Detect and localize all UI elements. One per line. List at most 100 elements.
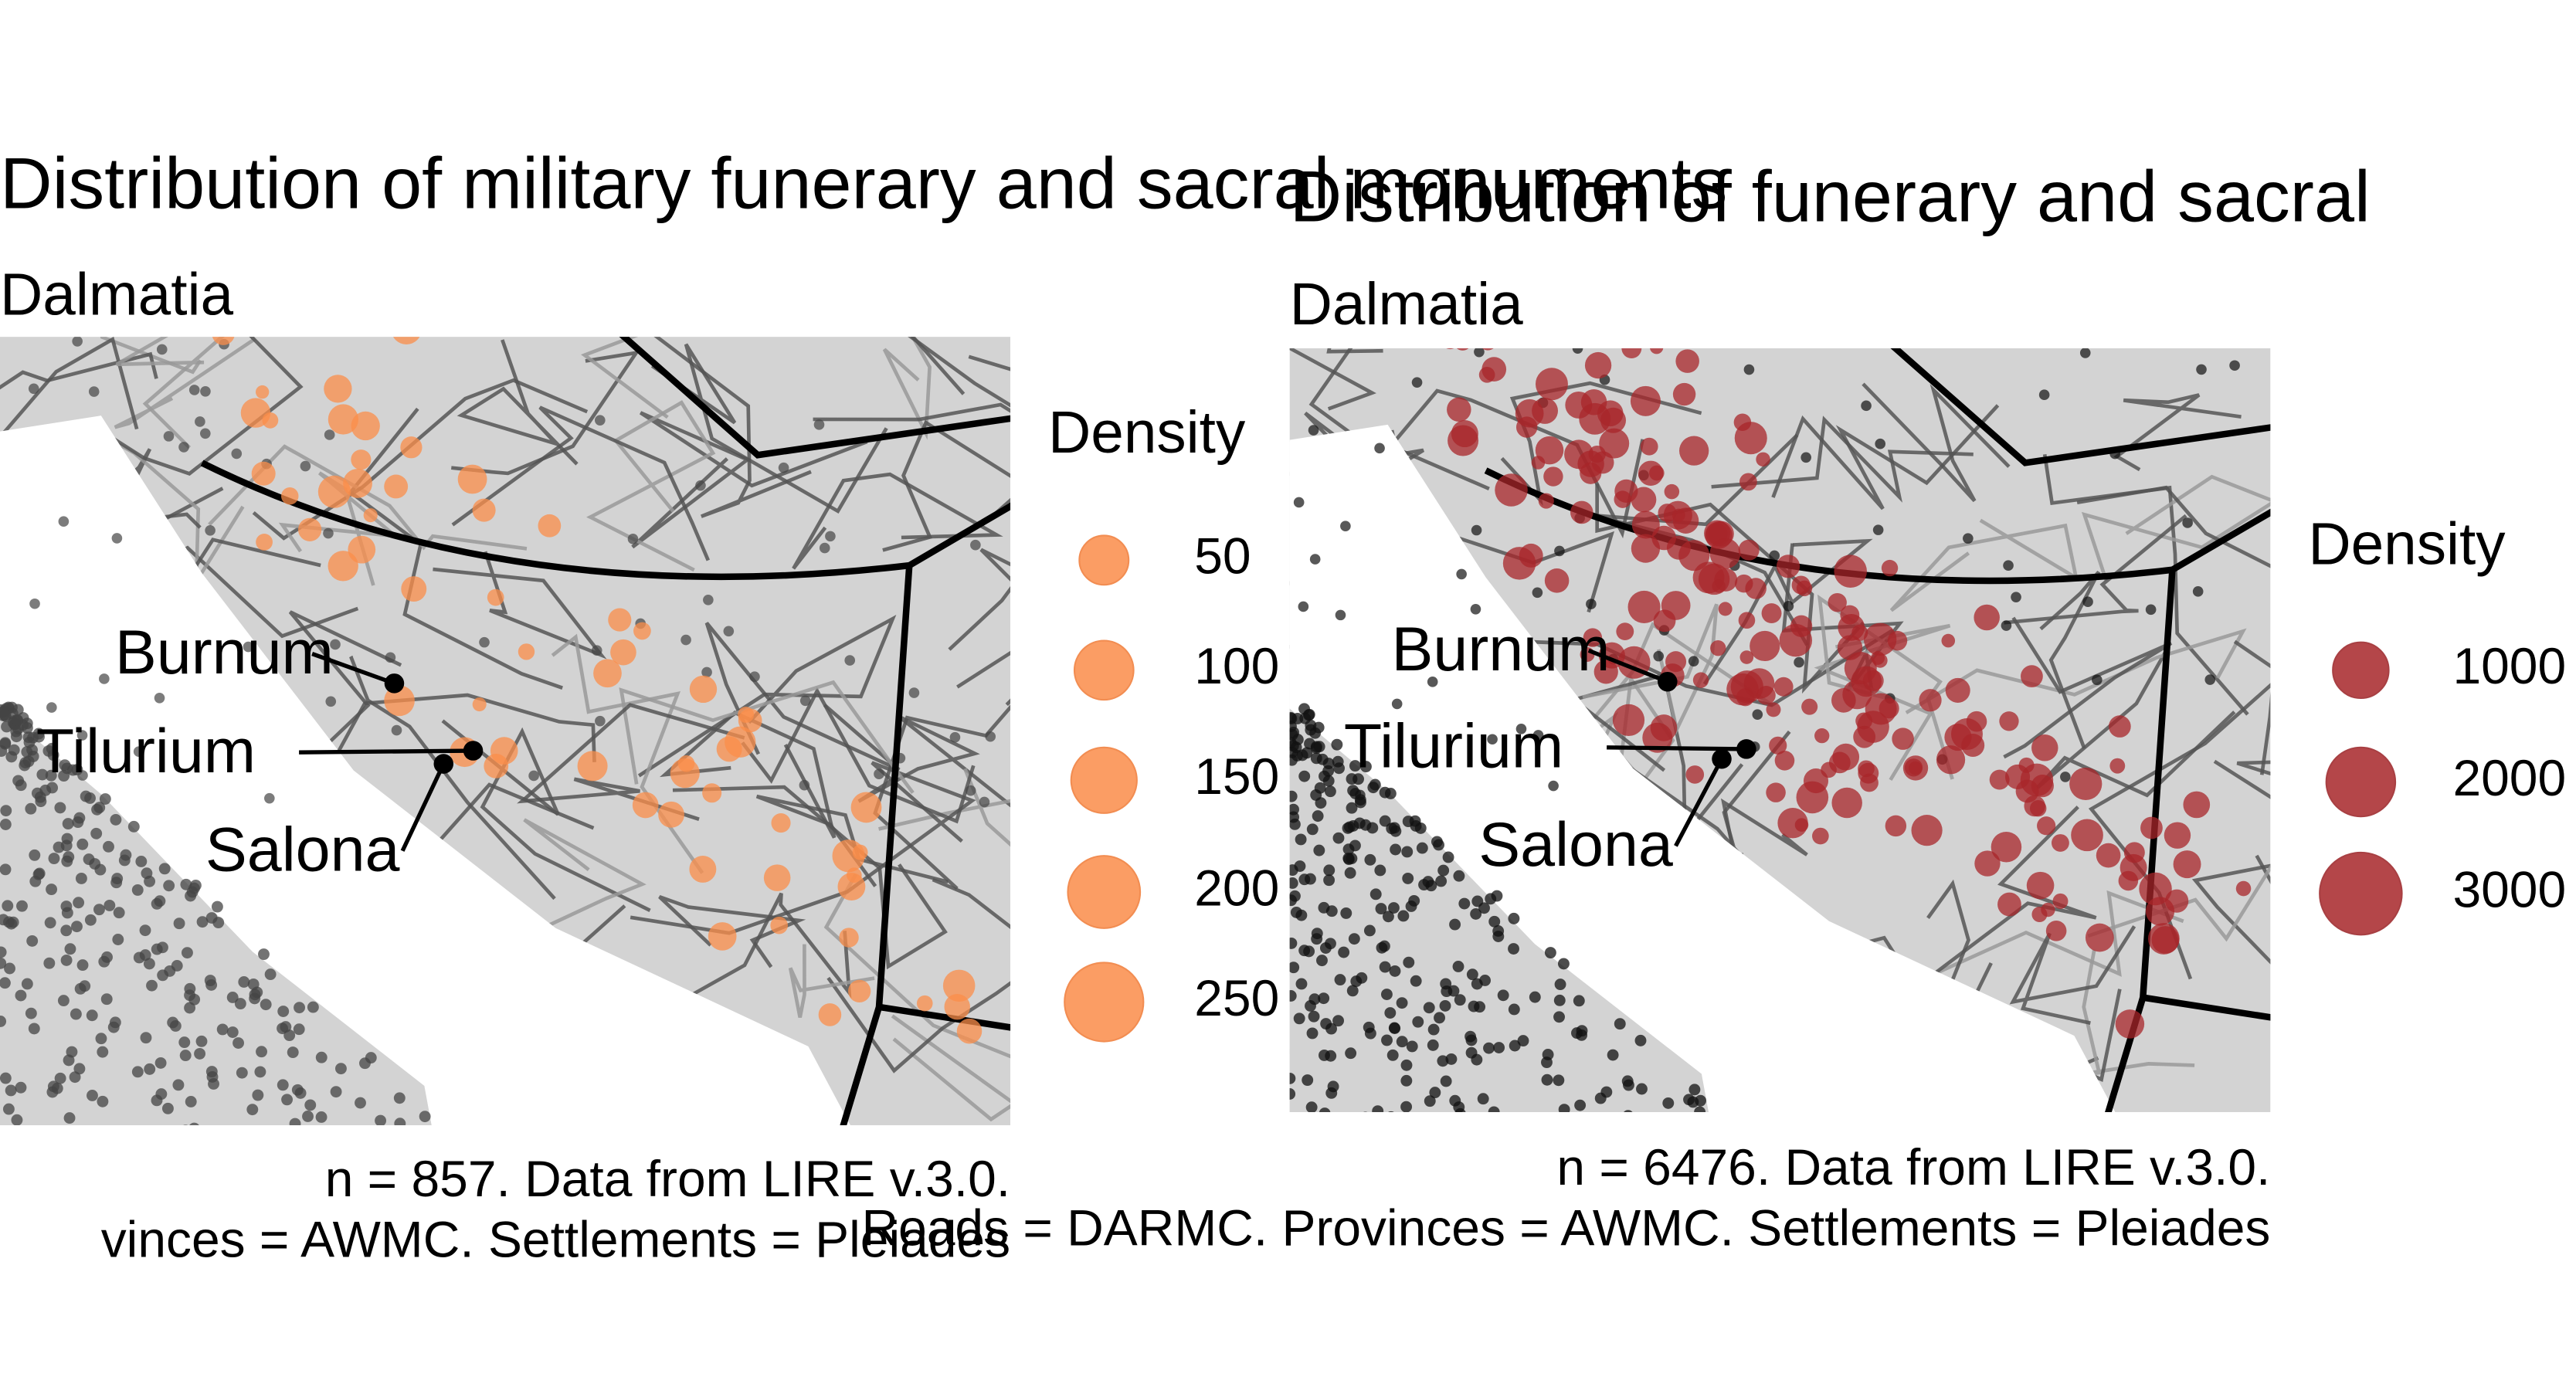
settlement: [355, 1097, 366, 1109]
settlement: [1325, 1087, 1338, 1099]
settlement: [1289, 790, 1298, 802]
legend-label: 100: [1194, 637, 1279, 694]
monument-site: [1593, 660, 1618, 684]
monument-site: [1570, 500, 1593, 524]
monument-site: [1941, 633, 1956, 648]
leader: [1587, 648, 1668, 684]
road: [1308, 348, 1398, 469]
settlement: [1470, 604, 1481, 615]
monument-site: [490, 737, 518, 765]
road: [813, 402, 1011, 422]
monument-site: [1515, 399, 1544, 428]
settlement: [1662, 1097, 1675, 1109]
road: [658, 895, 806, 968]
road: [948, 548, 1011, 689]
settlement: [1364, 853, 1376, 866]
settlement: [1695, 1094, 1706, 1107]
settlement: [1389, 965, 1401, 977]
monument-site: [1911, 815, 1943, 846]
settlement: [1688, 1084, 1701, 1096]
monument-site: [577, 751, 608, 782]
settlement: [2001, 620, 2012, 631]
border: [619, 337, 1011, 459]
settlement: [294, 1125, 305, 1137]
settlement: [695, 480, 706, 491]
settlement: [315, 1051, 328, 1063]
monument-site: [1902, 755, 1929, 781]
monument-site: [168, 222, 195, 249]
monument-site: [1887, 630, 1908, 651]
settlement: [1553, 1074, 1565, 1087]
monument-site: [2235, 880, 2252, 897]
settlement: [1688, 656, 1699, 666]
settlement: [1325, 938, 1336, 950]
monument-site: [1544, 568, 1570, 593]
settlement: [1289, 1088, 1296, 1100]
settlement: [1614, 1018, 1626, 1030]
settlement: [70, 1008, 82, 1020]
settlement: [1875, 438, 1886, 449]
monument-site: [1627, 590, 1661, 623]
settlement: [528, 770, 539, 782]
settlement: [15, 1081, 27, 1094]
settlement: [1298, 873, 1311, 886]
settlement: [365, 1052, 377, 1064]
road: [2191, 759, 2271, 965]
road: [581, 337, 669, 419]
settlement: [283, 1029, 296, 1042]
road: [882, 337, 932, 440]
settlement: [0, 946, 7, 958]
settlement: [1349, 760, 1361, 772]
settlement: [819, 542, 830, 554]
monument-site: [2045, 921, 2067, 941]
settlement: [243, 641, 254, 653]
monument-site: [1766, 702, 1781, 717]
settlement: [1386, 822, 1398, 835]
settlement: [139, 949, 151, 962]
monument-site: [212, 337, 235, 345]
settlement: [1470, 907, 1482, 920]
place-point: [463, 741, 484, 761]
monument-site: [2139, 872, 2172, 906]
settlement: [1434, 1012, 1445, 1024]
settlement: [127, 820, 140, 833]
settlement: [1295, 833, 1307, 846]
monument-site: [1961, 734, 1985, 757]
settlement: [1424, 1095, 1436, 1107]
settlement: [1634, 1034, 1647, 1046]
monument-site: [1692, 672, 1709, 688]
settlement: [1488, 915, 1501, 928]
road: [517, 703, 745, 821]
settlement: [46, 884, 58, 896]
settlement: [1325, 905, 1338, 917]
monument-site: [239, 303, 272, 335]
settlement: [4, 962, 15, 975]
road: [456, 339, 579, 466]
monument-site: [1519, 239, 1551, 272]
monument-site: [1997, 892, 2021, 917]
settlement: [199, 428, 211, 439]
settlement: [1532, 730, 1544, 741]
settlement: [1396, 997, 1408, 1009]
road: [653, 337, 812, 518]
settlement: [324, 429, 335, 440]
settlement: [1474, 348, 1485, 358]
settlement: [254, 1066, 266, 1078]
settlement: [53, 841, 65, 853]
settlement: [2192, 586, 2204, 597]
settlement: [195, 1035, 208, 1047]
settlement: [99, 673, 110, 684]
monument-site: [2051, 834, 2069, 852]
settlement: [29, 849, 41, 861]
place-label: Burnum: [115, 618, 334, 687]
settlement: [452, 1135, 463, 1147]
road: [755, 794, 949, 887]
settlement: [1483, 1042, 1495, 1054]
settlement: [0, 819, 12, 830]
settlement: [1410, 820, 1422, 832]
monument-site: [157, 248, 170, 261]
settlement: [46, 742, 58, 755]
monument-site: [2052, 893, 2069, 909]
monument-site: [2018, 757, 2035, 773]
place-label: Tilurium: [1344, 711, 1563, 781]
